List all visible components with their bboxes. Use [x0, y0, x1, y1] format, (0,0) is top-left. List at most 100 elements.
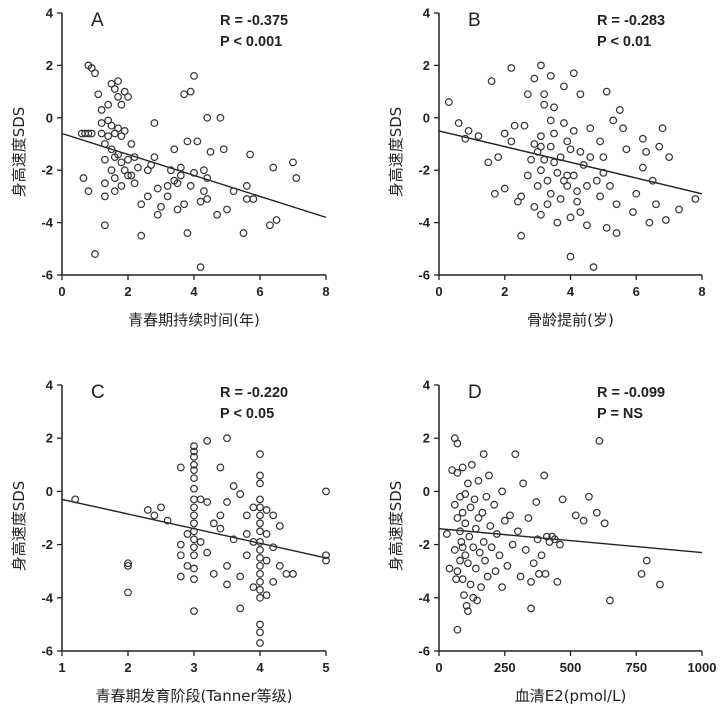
x-tick-label: 5: [322, 660, 329, 675]
data-point: [585, 492, 593, 501]
correlation-r: R = -0.220: [220, 385, 288, 401]
data-point: [190, 452, 198, 461]
data-point: [537, 210, 545, 219]
data-point: [566, 213, 575, 222]
data-point: [209, 519, 218, 528]
data-point: [507, 64, 516, 72]
data-point: [163, 182, 172, 190]
data-point: [216, 511, 225, 520]
data-point: [236, 490, 245, 498]
data-point: [143, 192, 152, 201]
data-point: [490, 500, 499, 509]
data-point: [166, 166, 175, 175]
data-point: [511, 450, 520, 459]
y-tick-label: -2: [41, 537, 53, 552]
data-point: [583, 221, 591, 230]
data-point: [256, 620, 264, 629]
data-point: [256, 585, 264, 594]
data-point: [464, 559, 472, 568]
regression-line: [61, 132, 327, 219]
data-point: [256, 554, 264, 562]
data-point: [256, 503, 264, 512]
data-point: [190, 519, 198, 528]
data-point: [691, 195, 700, 203]
y-tick-label: 4: [423, 6, 431, 21]
data-point: [661, 216, 670, 224]
x-axis-title: 青春期发育阶段(Tanner等级): [96, 687, 293, 705]
data-point: [87, 129, 96, 138]
data-point: [97, 119, 106, 127]
data-point: [176, 551, 185, 560]
data-point: [262, 556, 271, 565]
data-point: [507, 137, 516, 146]
data-point: [540, 90, 549, 99]
data-point: [190, 495, 198, 504]
y-tick-label: 2: [423, 58, 430, 73]
data-point: [458, 543, 467, 552]
x-tick-label: 750: [625, 660, 647, 675]
data-point: [114, 124, 122, 133]
data-point: [529, 559, 538, 568]
data-point: [576, 90, 585, 99]
data-point: [100, 221, 109, 230]
data-point: [576, 208, 585, 217]
data-point: [91, 69, 99, 78]
data-point: [490, 189, 499, 198]
data-point: [533, 182, 542, 190]
x-axis-title: 青春期持续时间(年): [128, 311, 260, 329]
data-point: [516, 572, 525, 581]
x-tick-label: 6: [256, 284, 263, 299]
data-point: [524, 514, 533, 522]
data-point: [537, 166, 545, 175]
p-value: P = NS: [597, 406, 643, 422]
data-point: [193, 137, 202, 146]
data-point: [573, 197, 581, 206]
data-point: [124, 155, 132, 164]
data-point: [110, 187, 119, 196]
panel-letter: D: [468, 382, 482, 403]
x-tick-label: 2: [501, 284, 508, 299]
y-tick-label: -2: [418, 163, 430, 178]
data-point: [117, 158, 126, 167]
data-point: [537, 551, 546, 560]
data-point: [453, 625, 462, 634]
x-tick-label: 8: [322, 284, 329, 299]
data-point: [183, 229, 192, 237]
data-point: [477, 583, 485, 592]
data-point: [579, 161, 588, 169]
data-point: [256, 479, 264, 488]
data-point: [656, 580, 664, 589]
data-point: [453, 468, 462, 477]
data-point: [553, 218, 562, 227]
data-point: [100, 140, 109, 148]
data-point: [292, 174, 301, 182]
data-point: [163, 516, 172, 525]
data-point: [652, 200, 660, 209]
data-point: [150, 153, 159, 162]
x-tick-label: 4: [567, 284, 575, 299]
y-tick-label: 4: [423, 378, 431, 393]
data-point: [203, 113, 212, 122]
panel-letter: C: [91, 382, 105, 403]
data-point: [242, 195, 251, 203]
data-point: [150, 511, 159, 520]
data-point: [629, 208, 637, 217]
data-point: [579, 516, 588, 525]
data-point: [461, 490, 470, 498]
data-point: [117, 182, 126, 190]
data-point: [550, 129, 558, 138]
x-tick-label: 0: [435, 284, 442, 299]
data-point: [543, 200, 552, 209]
data-point: [84, 187, 93, 196]
data-point: [482, 492, 491, 501]
data-point: [249, 195, 258, 203]
data-point: [553, 168, 562, 177]
data-point: [104, 100, 113, 109]
data-point: [546, 189, 555, 198]
data-point: [124, 559, 132, 568]
data-point: [456, 527, 464, 536]
data-point: [560, 82, 568, 91]
data-point: [170, 145, 179, 154]
data-point: [289, 158, 297, 167]
data-point: [246, 150, 255, 159]
